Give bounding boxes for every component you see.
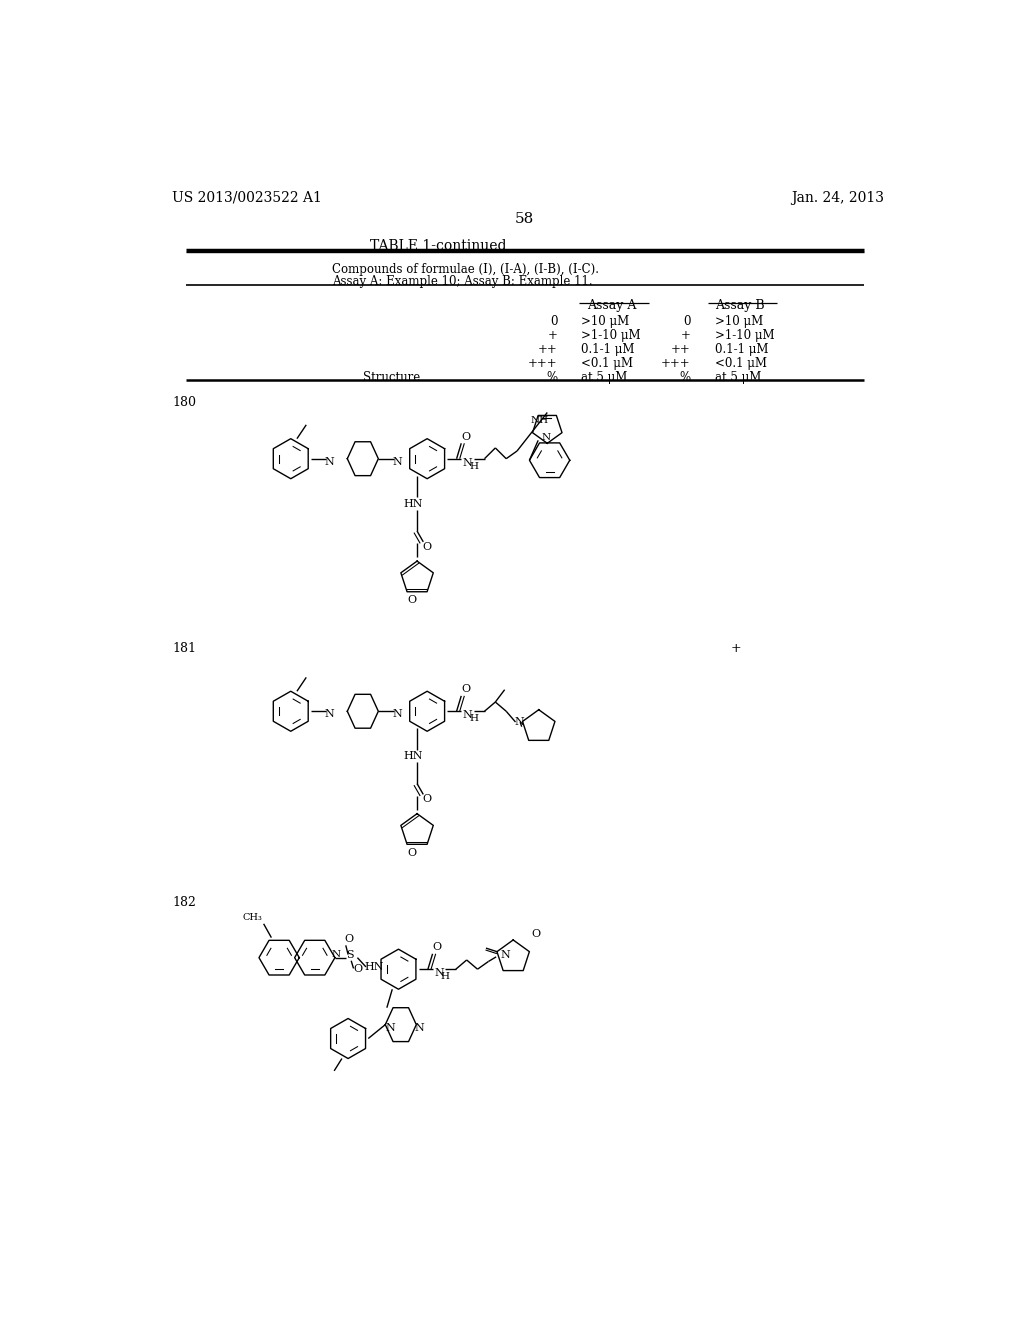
Text: +: + (548, 330, 557, 342)
Text: at 5 μM: at 5 μM (715, 371, 761, 384)
Text: +++: +++ (527, 358, 557, 370)
Text: Compounds of formulae (I), (I-A), (I-B), (I-C).: Compounds of formulae (I), (I-A), (I-B),… (332, 263, 599, 276)
Text: O: O (408, 595, 417, 605)
Text: O: O (408, 847, 417, 858)
Text: 0: 0 (550, 315, 557, 329)
Text: CH₃: CH₃ (243, 913, 262, 923)
Text: 0.1-1 μM: 0.1-1 μM (582, 343, 635, 356)
Text: 181: 181 (172, 642, 197, 655)
Text: O: O (353, 964, 362, 974)
Text: N: N (415, 1023, 425, 1032)
Text: 180: 180 (172, 396, 197, 409)
Text: Assay A: Example 10; Assay B: Example 11.: Assay A: Example 10; Assay B: Example 11… (332, 275, 593, 288)
Text: US 2013/0023522 A1: US 2013/0023522 A1 (172, 191, 323, 205)
Text: HN: HN (403, 751, 423, 762)
Text: Assay A: Assay A (587, 298, 636, 312)
Text: N: N (434, 968, 443, 978)
Text: H: H (440, 973, 450, 981)
Text: N: N (515, 717, 524, 727)
Text: N: N (332, 950, 341, 960)
Text: >1-10 μM: >1-10 μM (715, 330, 774, 342)
Text: O: O (531, 929, 541, 939)
Text: O: O (423, 795, 432, 804)
Text: O: O (461, 432, 470, 442)
Text: +: + (681, 330, 690, 342)
Text: ++: ++ (538, 343, 557, 356)
Text: +: + (731, 642, 741, 655)
Text: 0: 0 (683, 315, 690, 329)
Text: N: N (392, 457, 402, 467)
Text: Jan. 24, 2013: Jan. 24, 2013 (791, 191, 884, 205)
Text: O: O (461, 684, 470, 694)
Text: 182: 182 (172, 896, 196, 909)
Text: TABLE 1-continued: TABLE 1-continued (370, 239, 506, 253)
Text: O: O (344, 933, 353, 944)
Text: Structure: Structure (362, 371, 420, 384)
Text: Assay B: Assay B (716, 298, 765, 312)
Text: +++: +++ (662, 358, 690, 370)
Text: <0.1 μM: <0.1 μM (582, 358, 634, 370)
Text: 0.1-1 μM: 0.1-1 μM (715, 343, 768, 356)
Text: ++: ++ (671, 343, 690, 356)
Text: N: N (463, 710, 472, 721)
Text: N: N (385, 1023, 395, 1032)
Text: H: H (469, 714, 478, 723)
Text: S: S (346, 949, 353, 960)
Text: N: N (325, 709, 335, 719)
Text: H: H (469, 462, 478, 471)
Text: N: N (325, 457, 335, 467)
Text: %: % (680, 371, 690, 384)
Text: %: % (546, 371, 557, 384)
Text: <0.1 μM: <0.1 μM (715, 358, 767, 370)
Text: >1-10 μM: >1-10 μM (582, 330, 641, 342)
Text: 58: 58 (515, 213, 535, 226)
Text: N: N (541, 433, 550, 441)
Text: HN: HN (403, 499, 423, 508)
Text: N: N (463, 458, 472, 467)
Text: >10 μM: >10 μM (582, 315, 630, 329)
Text: O: O (432, 942, 441, 952)
Text: >10 μM: >10 μM (715, 315, 763, 329)
Text: N: N (392, 709, 402, 719)
Text: HN: HN (365, 962, 384, 972)
Text: O: O (423, 543, 432, 552)
Text: N: N (501, 950, 510, 961)
Text: at 5 μM: at 5 μM (582, 371, 628, 384)
Text: NH: NH (530, 416, 548, 425)
